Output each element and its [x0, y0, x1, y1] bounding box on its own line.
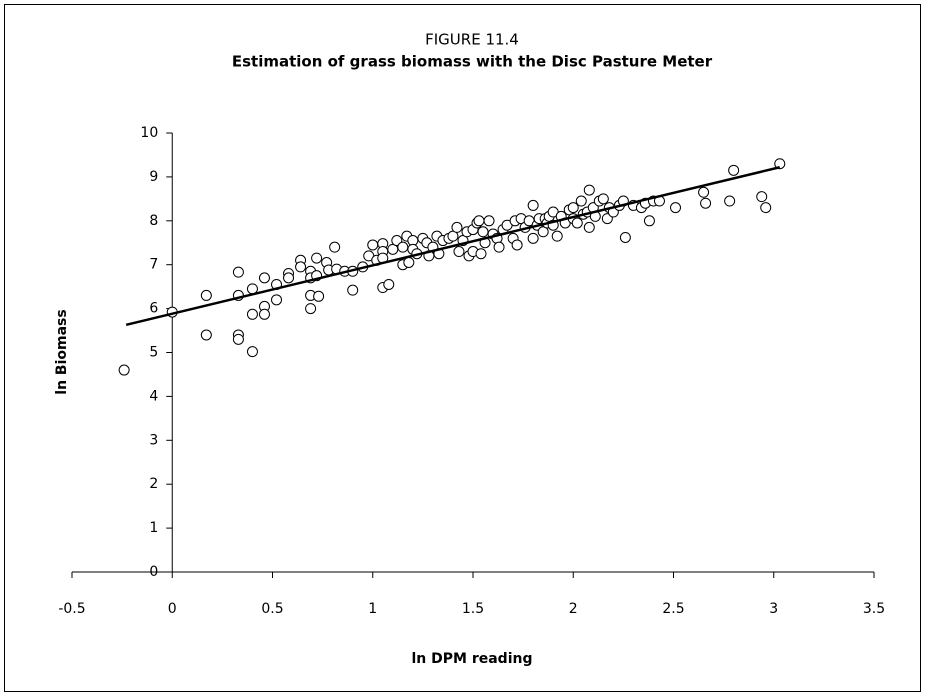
scatter-point — [305, 303, 317, 315]
scatter-point — [383, 278, 395, 290]
x-tick-label: -0.5 — [58, 601, 85, 617]
x-tick-label: 1 — [368, 601, 377, 617]
scatter-point — [756, 191, 768, 203]
y-tick-label: 1 — [149, 520, 158, 536]
scatter-point — [643, 215, 655, 227]
y-tick-label: 10 — [140, 125, 158, 141]
frame — [4, 4, 921, 692]
scatter-point — [200, 289, 212, 301]
scatter-point — [551, 230, 563, 242]
y-tick-label: 7 — [149, 257, 158, 273]
scatter-point — [583, 184, 595, 196]
scatter-point — [575, 195, 587, 207]
scatter-point — [451, 221, 463, 233]
scatter-point — [527, 232, 539, 244]
y-tick-label: 5 — [149, 345, 158, 361]
y-tick-label: 0 — [149, 564, 158, 580]
scatter-point — [347, 284, 359, 296]
scatter-point — [760, 202, 772, 214]
scatter-point — [583, 221, 595, 233]
scatter-point — [329, 241, 341, 253]
scatter-point — [698, 186, 710, 198]
x-axis-title: ln DPM reading — [412, 651, 533, 667]
chart-subtitle: Estimation of grass biomass with the Dis… — [232, 53, 713, 71]
scatter-point — [475, 248, 487, 260]
scatter-point — [232, 266, 244, 278]
x-tick-label: 0 — [168, 601, 177, 617]
scatter-point — [258, 308, 270, 320]
x-tick-label: 2 — [569, 601, 578, 617]
y-tick-label: 6 — [149, 301, 158, 317]
y-tick-label: 8 — [149, 213, 158, 229]
scatter-point — [597, 193, 609, 205]
y-axis-title: ln Biomass — [54, 309, 70, 394]
scatter-point — [311, 252, 323, 264]
y-tick-label: 2 — [149, 476, 158, 492]
x-tick-label: 0.5 — [261, 601, 283, 617]
scatter-point — [537, 226, 549, 238]
scatter-point — [258, 272, 270, 284]
scatter-point — [246, 308, 258, 320]
scatter-point — [271, 294, 283, 306]
scatter-point — [367, 239, 379, 251]
scatter-point — [670, 202, 682, 214]
scatter-point — [295, 261, 307, 273]
scatter-point — [200, 329, 212, 341]
scatter-point — [527, 199, 539, 211]
scatter-point — [700, 197, 712, 209]
scatter-point — [774, 158, 786, 170]
scatter-point — [447, 230, 459, 242]
scatter-point — [397, 241, 409, 253]
trend-line — [125, 166, 781, 327]
y-tick-label: 3 — [149, 432, 158, 448]
scatter-point — [477, 226, 489, 238]
scatter-point — [619, 231, 631, 243]
x-tick-label: 1.5 — [462, 601, 484, 617]
chart-title: FIGURE 11.4 — [425, 31, 519, 49]
scatter-point — [483, 215, 495, 227]
scatter-point — [571, 217, 583, 229]
scatter-point — [246, 346, 258, 358]
scatter-point — [728, 164, 740, 176]
scatter-point — [403, 257, 415, 269]
y-tick-label: 4 — [149, 388, 158, 404]
scatter-point — [511, 239, 523, 251]
scatter-point — [493, 241, 505, 253]
scatter-point — [473, 215, 485, 227]
scatter-point — [724, 195, 736, 207]
x-tick-label: 2.5 — [662, 601, 684, 617]
scatter-point — [283, 272, 295, 284]
scatter-point — [118, 364, 130, 376]
scatter-point — [567, 202, 579, 214]
x-tick-label: 3.5 — [863, 601, 885, 617]
scatter-point — [232, 333, 244, 345]
y-tick-label: 9 — [149, 169, 158, 185]
x-tick-label: 3 — [769, 601, 778, 617]
scatter-point — [313, 290, 325, 302]
scatter-point — [453, 246, 465, 258]
